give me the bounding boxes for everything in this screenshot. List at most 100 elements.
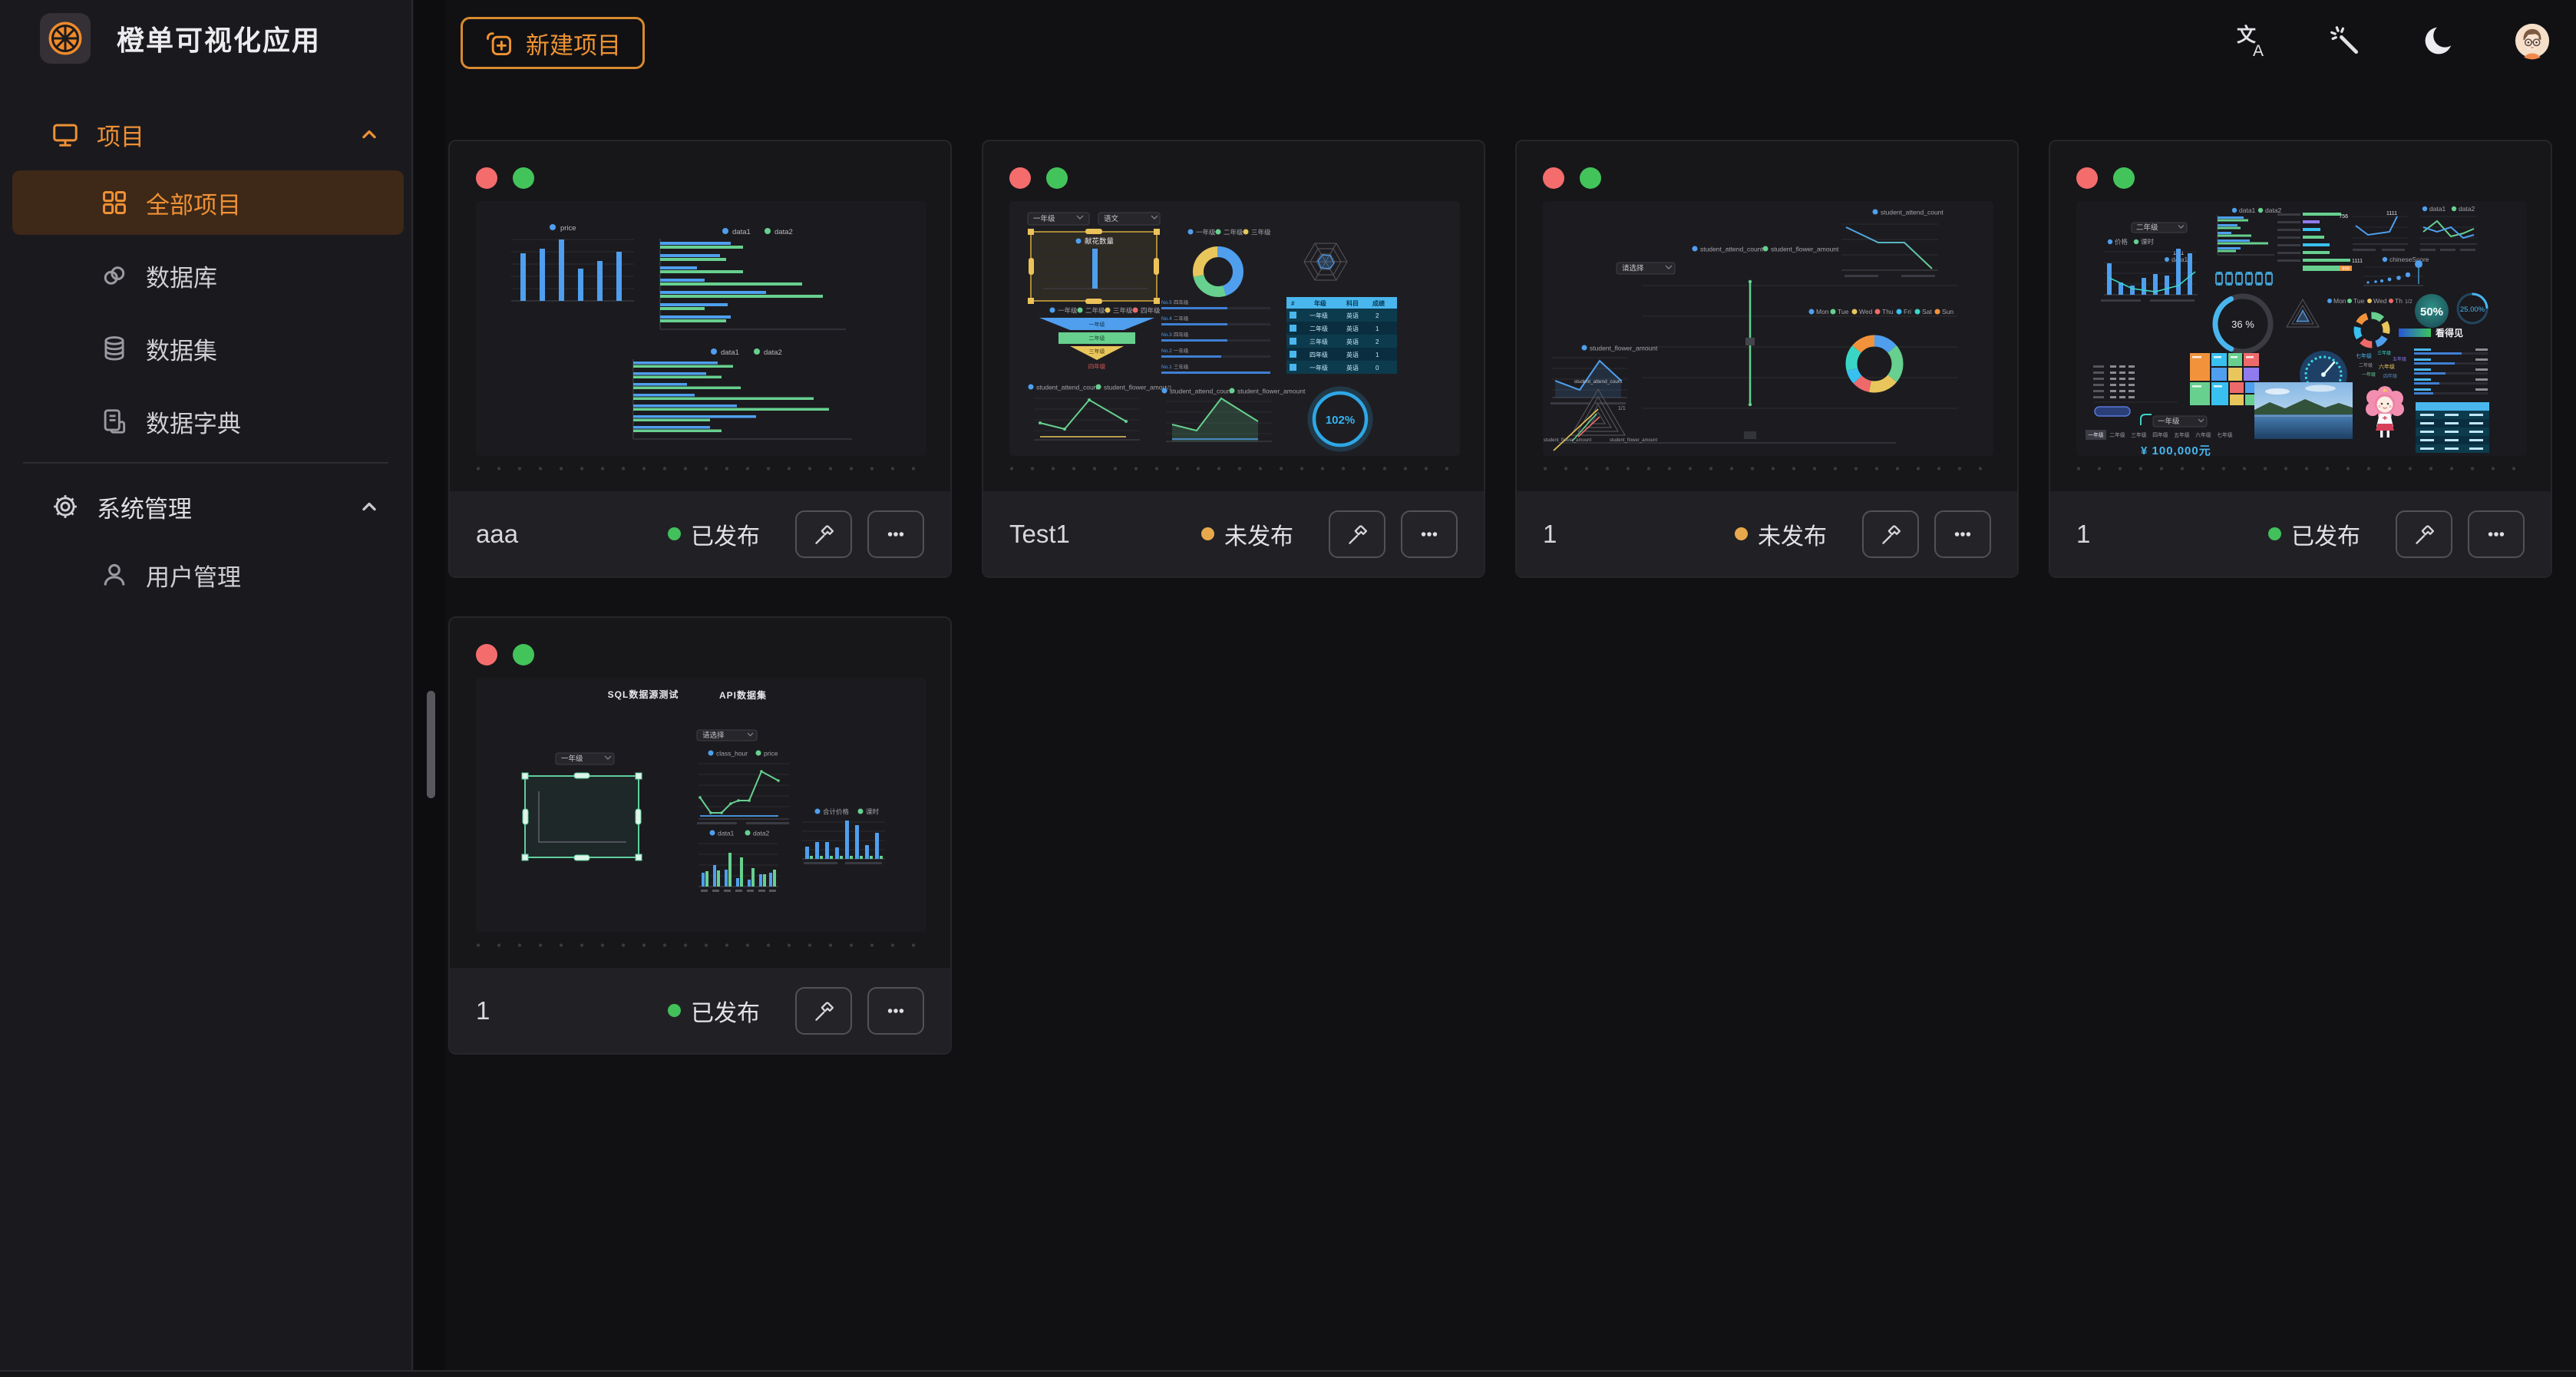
sidebar-item-all-projects[interactable]: 全部项目	[12, 170, 404, 235]
green-dot	[1046, 167, 1068, 189]
svg-text:请选择: 请选择	[1622, 264, 1644, 273]
mini-line-chart: student_attend_count	[1841, 209, 1944, 277]
ellipsis-icon	[2488, 531, 2505, 537]
svg-text:七年级: 七年级	[2217, 431, 2233, 438]
progress-list: No.5 四年级 No.4 二年级 No.3 四年级 No.2 一年级 No.1 三年级	[1161, 299, 1270, 374]
project-thumbnail[interactable]: SQL数据源测试 API数据集 一年级	[476, 678, 926, 933]
svg-text:Wed: Wed	[1859, 308, 1873, 315]
sidebar-nav: 项目 全部项目 数据库	[0, 107, 411, 607]
triangle-radar-chart: student_attend_count student_flower_amou…	[1544, 379, 1658, 451]
edit-project-button[interactable]	[2396, 510, 2452, 558]
svg-text:No.2: No.2	[1161, 348, 1172, 354]
svg-text:data1: data1	[721, 348, 739, 357]
center-legend: student_attend_count student_flower_amou…	[1692, 246, 1839, 253]
svg-text:Tue: Tue	[1838, 308, 1849, 315]
svg-text:一年级: 一年级	[2088, 431, 2104, 438]
weekday-donut	[1845, 335, 1904, 393]
svg-text:student_flower_amount: student_flower_amount	[1771, 246, 1839, 253]
flower-mascot	[2366, 386, 2404, 438]
treemap-chart	[2190, 353, 2259, 405]
topbar-icons: 文 A	[2234, 23, 2550, 60]
svg-text:#: #	[1291, 300, 1295, 307]
funnel-chart: 一年级 二年级 三年级 四年级	[1039, 318, 1154, 370]
svg-text:1111: 1111	[2386, 211, 2397, 216]
mini-hbar-chart: data1 data2	[659, 228, 846, 330]
card-footer: aaa 已发布	[450, 491, 950, 576]
project-thumbnail[interactable]: price data1 data2	[476, 201, 926, 456]
svg-text:年级: 年级	[1314, 299, 1327, 307]
monitor-icon	[53, 124, 78, 147]
sidebar-item-dataset[interactable]: 数据集	[12, 316, 404, 381]
nav-group-system[interactable]: 系统管理	[0, 479, 411, 534]
svg-text:课时: 课时	[2141, 238, 2155, 246]
sidebar-item-database[interactable]: 数据库	[12, 243, 404, 308]
chevron-up-icon[interactable]	[356, 494, 382, 520]
magic-wand-icon[interactable]	[2327, 23, 2363, 58]
hammer-icon	[815, 1001, 834, 1021]
mini-hbar-chart: data1 data2	[2217, 206, 2282, 256]
main-scroll-gutter	[414, 0, 445, 1377]
svg-text:三年级: 三年级	[1174, 363, 1189, 370]
sidebar-item-data-dictionary[interactable]: 数据字典	[12, 389, 404, 454]
radar-chart	[1303, 243, 1348, 281]
mini-table: # 年级 科目 成绩 一年级	[1286, 297, 1397, 374]
svg-text:data2: data2	[753, 830, 770, 837]
ranked-hbar-list: 756 1111	[2277, 213, 2363, 272]
more-actions-button[interactable]	[1934, 510, 1991, 558]
svg-text:student_attend_count: student_attend_count	[1700, 246, 1763, 253]
more-actions-button[interactable]	[867, 510, 924, 558]
red-dot	[476, 167, 497, 189]
svg-text:文: 文	[2237, 24, 2257, 46]
edit-project-button[interactable]	[795, 510, 852, 558]
more-actions-button[interactable]	[2468, 510, 2525, 558]
edit-project-button[interactable]	[1329, 510, 1385, 558]
combo-chart: 价格 课时 1111 data1	[2101, 238, 2198, 302]
user-avatar[interactable]	[2515, 23, 2550, 60]
edit-project-button[interactable]	[1862, 510, 1919, 558]
mini-select: 一年级	[555, 752, 615, 765]
scrollbar-thumb[interactable]	[427, 691, 435, 798]
mini-select: 请选择	[1616, 262, 1676, 275]
svg-text:一年级: 一年级	[1196, 229, 1216, 236]
nav-group-projects[interactable]: 项目	[0, 107, 411, 162]
status-dot	[1201, 527, 1214, 540]
dotted-divider	[1543, 467, 1991, 471]
dotted-divider	[1009, 467, 1458, 471]
chevron-up-icon[interactable]	[356, 121, 382, 147]
more-actions-button[interactable]	[867, 986, 924, 1035]
mini-bar-chart: price	[511, 224, 634, 302]
new-project-button[interactable]: 新建项目	[461, 17, 645, 69]
svg-text:七年级: 七年级	[2356, 352, 2372, 359]
project-name: aaa	[476, 519, 519, 548]
ellipsis-icon	[887, 531, 904, 537]
project-thumbnail[interactable]: 二年级 价格 课时 1111 data1	[2076, 201, 2527, 456]
window-bottom-edge	[0, 1370, 2576, 1377]
card-footer: 1 已发布	[450, 968, 950, 1053]
svg-text:一年级: 一年级	[2158, 417, 2180, 426]
project-thumbnail[interactable]: 一年级 语文 献花数量	[1009, 201, 1460, 456]
sidebar-item-user-management[interactable]: 用户管理	[12, 543, 404, 607]
svg-text:chineseScore: chineseScore	[2389, 256, 2429, 263]
svg-text:成绩: 成绩	[1372, 299, 1385, 307]
project-name: 1	[476, 996, 490, 1025]
svg-text:科目: 科目	[1346, 299, 1359, 307]
card-status-dots	[476, 167, 534, 189]
dotted-divider	[476, 943, 924, 947]
more-actions-button[interactable]	[1401, 510, 1458, 558]
card-status-dots	[1009, 167, 1068, 189]
language-icon[interactable]: 文 A	[2234, 23, 2269, 58]
numeric-mini-table	[2093, 365, 2178, 417]
svg-text:三年级: 三年级	[2131, 431, 2147, 438]
svg-text:一年级: 一年级	[1089, 321, 1105, 328]
panel-title: API数据集	[719, 689, 767, 701]
edit-project-button[interactable]	[795, 986, 852, 1035]
triangle-radar-small	[2286, 299, 2320, 328]
dark-mode-moon-icon[interactable]	[2421, 23, 2456, 58]
project-thumbnail[interactable]: student_attend_count student_attend_coun…	[1543, 201, 1993, 456]
svg-text:student_flower_amount: student_flower_amount	[1544, 438, 1592, 443]
weekday-legend: Mon Tue Wed Th 1/2	[2327, 297, 2413, 305]
svg-text:英语: 英语	[1346, 364, 1359, 371]
sidebar-item-label: 数据库	[146, 264, 217, 292]
svg-text:四年级: 四年级	[1141, 307, 1161, 315]
weekday-legend: Mon Tue Wed Thu Fri Sat Sun	[1808, 308, 1953, 315]
